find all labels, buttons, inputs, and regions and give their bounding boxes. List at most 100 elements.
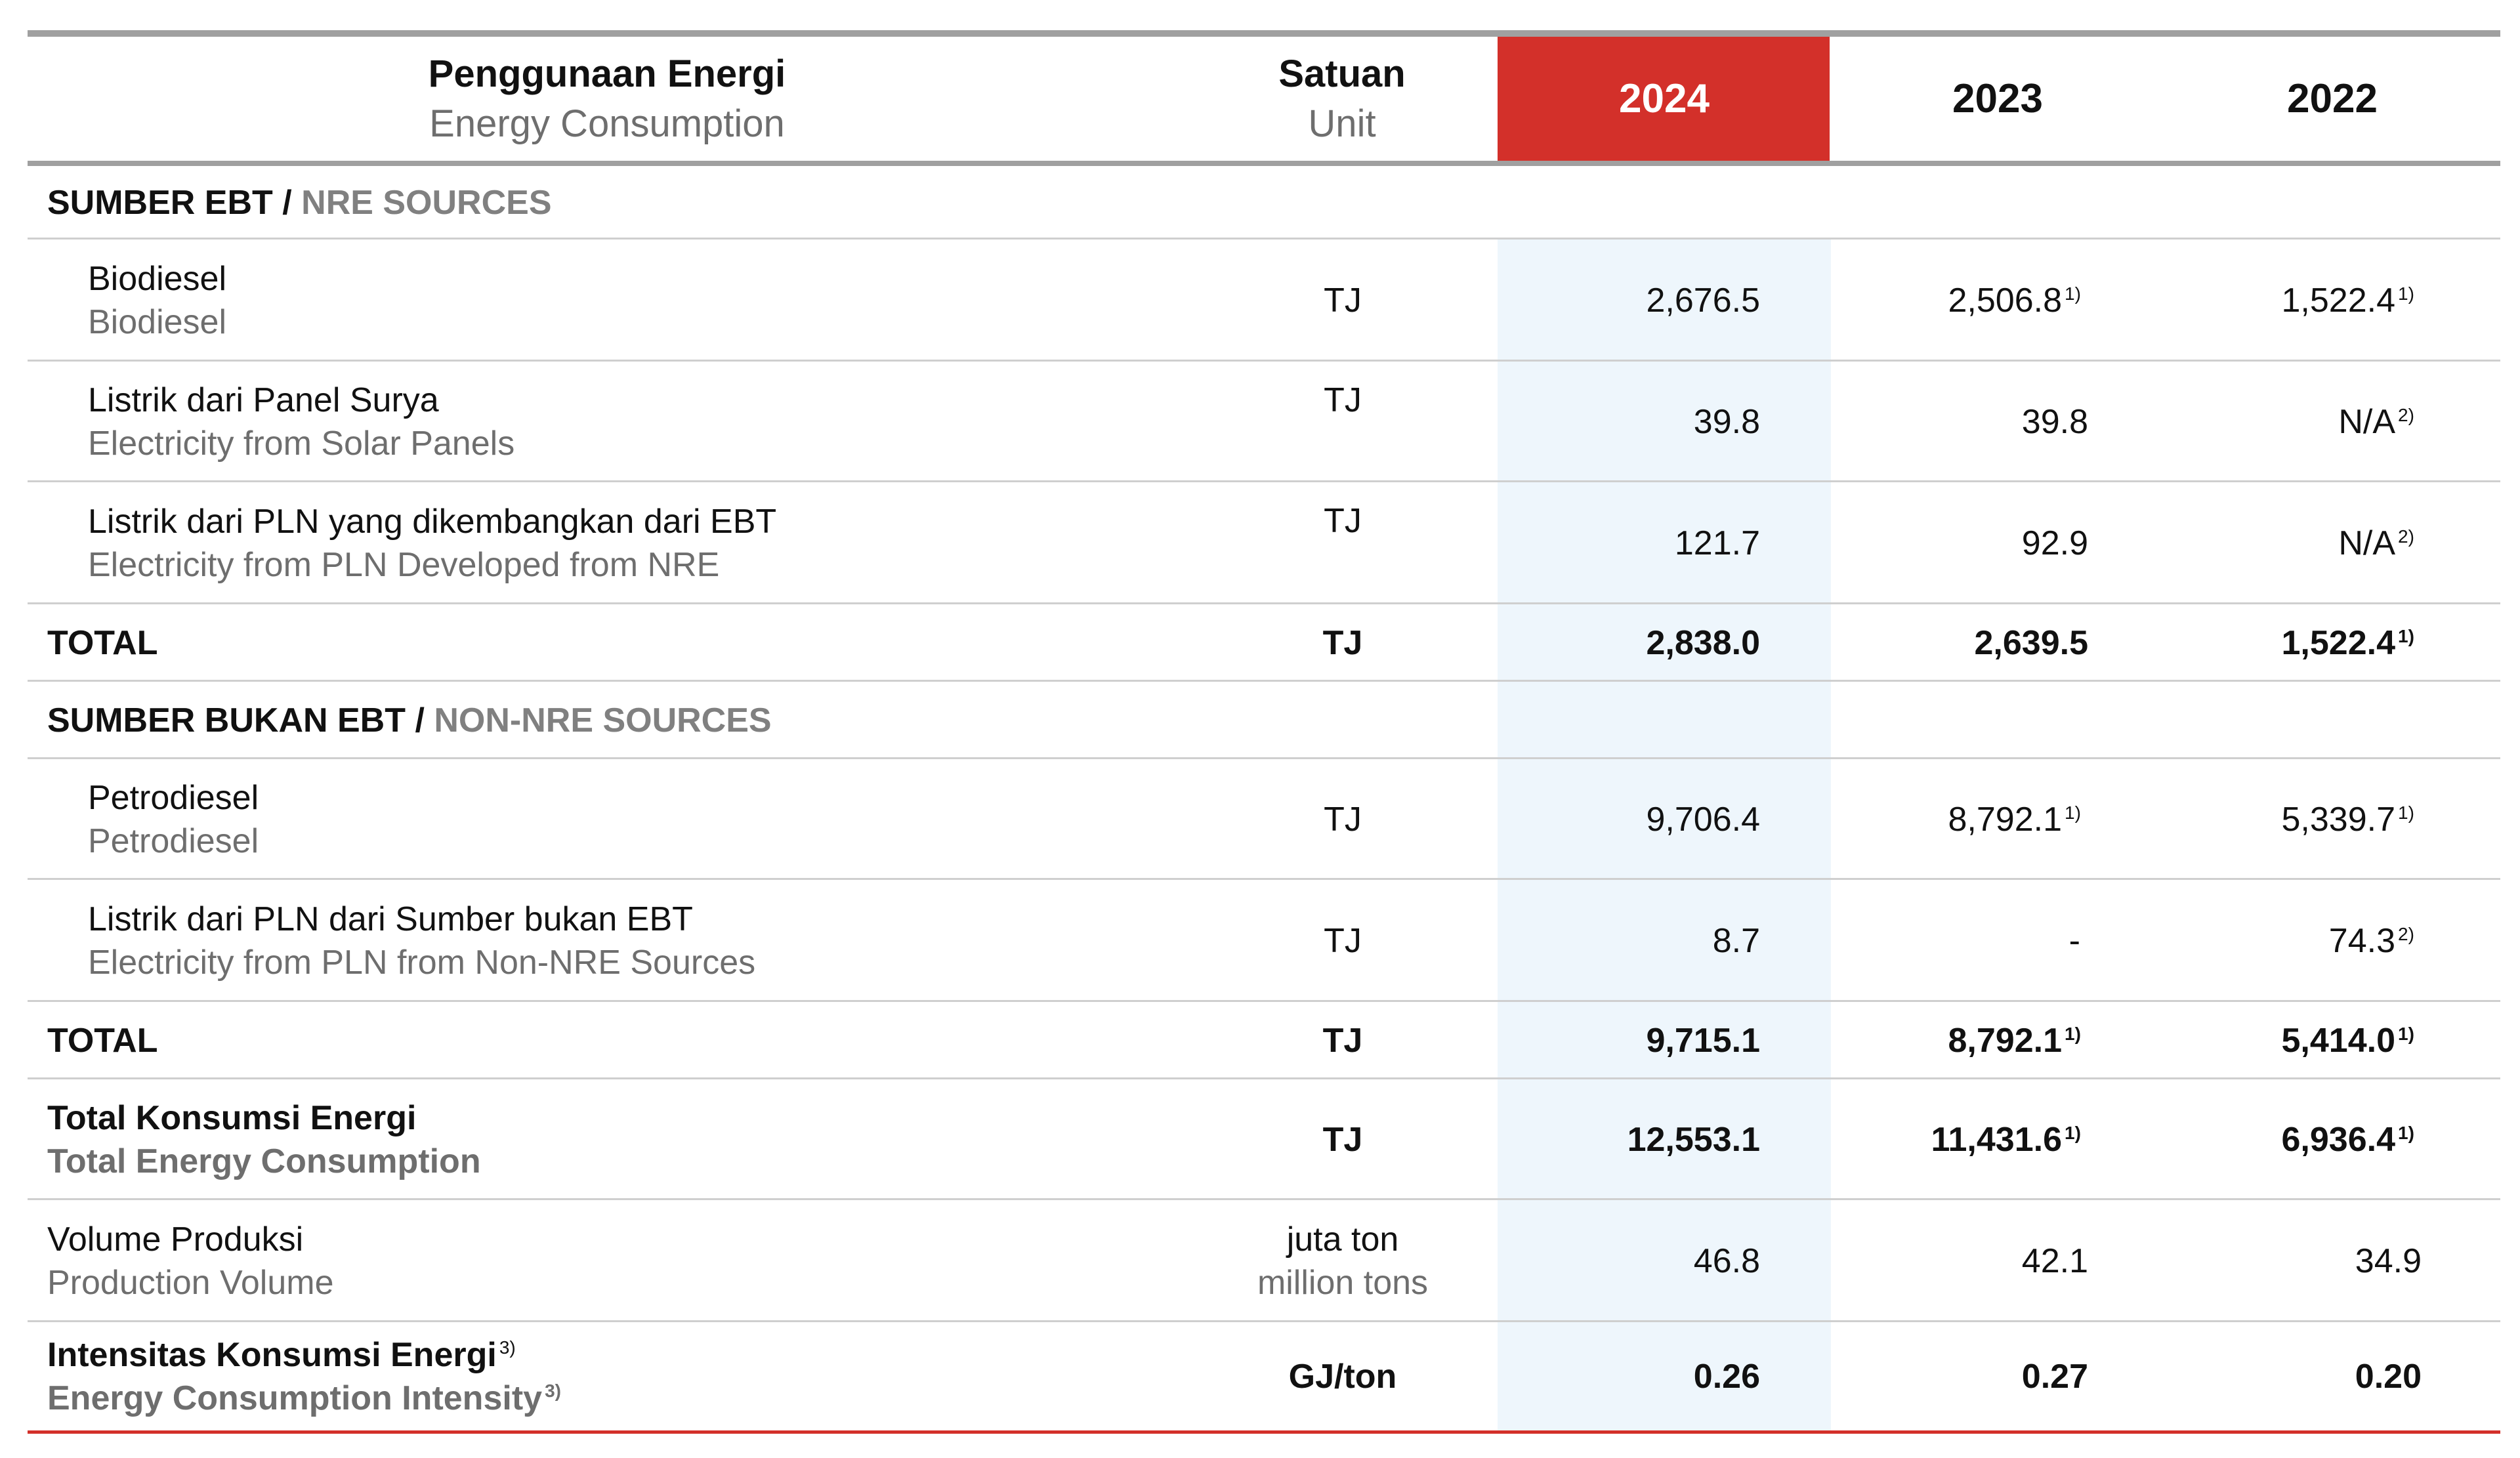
header-separator [1830, 37, 1832, 161]
row-label: Intensitas Konsumsi Energi 3) Energy Cons… [47, 1322, 561, 1430]
row-label: Listrik dari PLN yang dikembangkan dari … [88, 482, 776, 604]
row-label: Volume Produksi Production Volume [47, 1200, 334, 1322]
row-label: Listrik dari PLN dari Sumber bukan EBT E… [88, 880, 755, 1002]
table-row-solar: Listrik dari Panel Surya Electricity fro… [28, 362, 2500, 482]
value-2022: N/A 2) [2338, 524, 2414, 562]
footnote-marker: 1) [2398, 1023, 2414, 1044]
value-2024: 8.7 [1712, 922, 1760, 960]
row-unit: GJ/ton [1288, 1357, 1397, 1396]
header-title-en: Energy Consumption [429, 102, 785, 145]
row-unit-id: juta ton [1286, 1220, 1399, 1259]
footnote-marker: 1) [2065, 1122, 2081, 1143]
value-2022: 1,522.4 1) [2281, 624, 2414, 662]
header-rule [28, 161, 2500, 166]
row-label-en: Energy Consumption Intensity 3) [47, 1379, 561, 1417]
row-label: TOTAL [47, 604, 158, 682]
value-2023: 8,792.1 1) [1948, 1022, 2081, 1060]
value-2022: 5,414.0 1) [2281, 1022, 2414, 1060]
header-title-id: Penggunaan Energi [428, 52, 786, 95]
header-year-2024: 2024 [1498, 37, 1831, 161]
footnote-marker: 1) [2065, 283, 2081, 304]
row-label-id: Listrik dari Panel Surya [88, 381, 439, 419]
table-row-total-energy: Total Konsumsi Energi Total Energy Consu… [28, 1079, 2500, 1200]
value-2024: 39.8 [1693, 403, 1760, 441]
bottom-rule [28, 1430, 2500, 1434]
row-label-id: TOTAL [47, 624, 158, 662]
row-unit: TJ [1324, 281, 1362, 320]
section-non-nre-label-id: SUMBER BUKAN EBT / [47, 701, 434, 739]
row-label-en: Production Volume [47, 1264, 334, 1302]
value-2022: 6,936.4 1) [2281, 1121, 2414, 1159]
header-unit-cell: Satuan Unit [1186, 37, 1498, 161]
row-label: Total Konsumsi Energi Total Energy Consu… [47, 1079, 481, 1200]
section-non-nre-label: SUMBER BUKAN EBT / NON-NRE SOURCES [47, 682, 772, 759]
row-label-id: Biodiesel [88, 260, 227, 298]
footnote-marker: 2) [2398, 923, 2414, 944]
row-label-id: TOTAL [47, 1022, 158, 1060]
row-label: Biodiesel Biodiesel [88, 240, 226, 362]
row-label-en: Electricity from Solar Panels [88, 425, 515, 463]
footnote-marker: 3) [545, 1381, 561, 1402]
header-separator [2163, 37, 2166, 161]
header-year-2024-label: 2024 [1619, 76, 1710, 121]
footnote-marker: 1) [2398, 802, 2414, 823]
section-nre-label: SUMBER EBT / NRE SOURCES [47, 166, 552, 240]
row-label-id: Listrik dari PLN dari Sumber bukan EBT [88, 900, 693, 938]
row-unit: TJ [1324, 502, 1362, 540]
row-label-id: Volume Produksi [47, 1220, 304, 1259]
table-row-biodiesel: Biodiesel Biodiesel TJ 2,676.5 2,506.8 1)… [28, 240, 2500, 362]
table-row-pln-nre: Listrik dari PLN yang dikembangkan dari … [28, 482, 2500, 604]
row-unit: TJ [1324, 801, 1362, 839]
table-row-production: Volume Produksi Production Volume juta t… [28, 1200, 2500, 1322]
header-unit-id: Satuan [1278, 52, 1406, 95]
value-2024: 9,715.1 [1646, 1022, 1761, 1060]
value-2022: 5,339.7 1) [2281, 801, 2414, 839]
value-2024: 9,706.4 [1646, 801, 1761, 839]
section-nre-label-en: NRE SOURCES [301, 184, 552, 222]
row-unit: TJ [1322, 1121, 1363, 1159]
header-title-cell: Penggunaan Energi Energy Consumption [28, 37, 1186, 161]
header-separator [1185, 37, 1188, 161]
value-2023: 92.9 [2021, 524, 2088, 562]
value-2023: - [2068, 922, 2080, 960]
value-2023: 0.27 [2021, 1357, 2088, 1396]
row-label-id: Intensitas Konsumsi Energi 3) [47, 1335, 516, 1374]
value-2023: 11,431.6 1) [1931, 1121, 2081, 1159]
section-nre-row: SUMBER EBT / NRE SOURCES [28, 166, 2500, 240]
row-label: TOTAL [47, 1002, 158, 1079]
row-label-en: Total Energy Consumption [47, 1142, 481, 1180]
value-2022: N/A 2) [2338, 403, 2414, 441]
value-2023: 39.8 [2021, 403, 2088, 441]
row-label: Petrodiesel Petrodiesel [88, 759, 259, 880]
section-nre-label-id: SUMBER EBT / [47, 184, 302, 222]
footnote-marker: 1) [2398, 625, 2414, 646]
header-year-2023: 2023 [1831, 37, 2164, 161]
row-label-id: Petrodiesel [88, 779, 259, 817]
row-label: Listrik dari Panel Surya Electricity fro… [88, 362, 514, 482]
footnote-marker: 3) [499, 1337, 516, 1358]
row-unit: juta ton million tons [1186, 1200, 1499, 1322]
value-2022: 0.20 [2355, 1357, 2422, 1396]
highlight-header-2024 [1498, 37, 1831, 161]
row-unit-en: million tons [1257, 1264, 1429, 1302]
row-unit: TJ [1324, 381, 1362, 419]
header-year-2022-label: 2022 [2287, 76, 2378, 121]
value-2023: 2,639.5 [1974, 624, 2089, 662]
value-2024: 46.8 [1693, 1242, 1760, 1280]
value-2024: 121.7 [1674, 524, 1760, 562]
value-2022: 74.3 2) [2328, 922, 2414, 960]
top-rule [28, 30, 2500, 37]
highlight-column-2024 [1498, 240, 1831, 1430]
table-row-total-nre: TOTAL TJ 2,838.0 2,639.5 1,522.4 1) [28, 604, 2500, 682]
footnote-marker: 2) [2398, 404, 2414, 425]
row-label-id: Total Konsumsi Energi [47, 1099, 417, 1137]
row-label-en: Petrodiesel [88, 822, 259, 860]
table-row-total-non-nre: TOTAL TJ 9,715.1 8,792.1 1) 5,414.0 1) [28, 1002, 2500, 1079]
row-label-id: Listrik dari PLN yang dikembangkan dari … [88, 503, 777, 541]
footnote-marker: 1) [2065, 802, 2081, 823]
value-2022: 1,522.4 1) [2281, 281, 2414, 320]
header-year-2023-label: 2023 [1952, 76, 2043, 121]
value-2023: 2,506.8 1) [1948, 281, 2081, 320]
row-unit: TJ [1322, 624, 1363, 662]
section-non-nre-row: SUMBER BUKAN EBT / NON-NRE SOURCES [28, 682, 2500, 759]
